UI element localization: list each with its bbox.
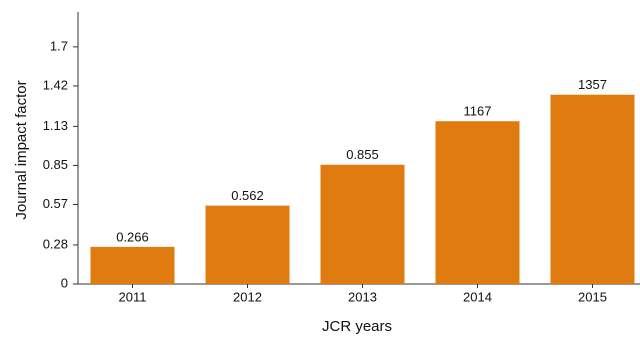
y-tick-label: 1.7 <box>50 38 68 53</box>
x-tick-label: 2015 <box>578 289 607 304</box>
bar <box>435 121 520 284</box>
x-tick-label: 2014 <box>463 289 492 304</box>
bar <box>320 164 405 284</box>
y-tick-label: 0.28 <box>43 236 68 251</box>
value-label: 1357 <box>578 77 607 92</box>
bar <box>90 246 175 284</box>
bar <box>205 205 290 284</box>
x-tick-label: 2011 <box>119 289 147 304</box>
x-tick-label: 2013 <box>348 289 377 304</box>
y-tick-label: 1.13 <box>43 118 68 133</box>
x-axis-label: JCR years <box>322 318 392 335</box>
value-label: 0.266 <box>116 229 149 244</box>
value-label: 0.855 <box>346 147 379 162</box>
y-tick-label: 0.57 <box>43 196 68 211</box>
bar <box>550 94 635 284</box>
y-tick-label: 1.42 <box>43 77 68 92</box>
value-label: 0.562 <box>231 188 264 203</box>
y-tick-label: 0 <box>61 275 68 290</box>
y-tick-label: 0.85 <box>43 157 68 172</box>
y-axis-label: Journal impact factor <box>13 80 30 219</box>
x-tick-label: 2012 <box>233 289 262 304</box>
value-label: 1167 <box>464 104 492 119</box>
